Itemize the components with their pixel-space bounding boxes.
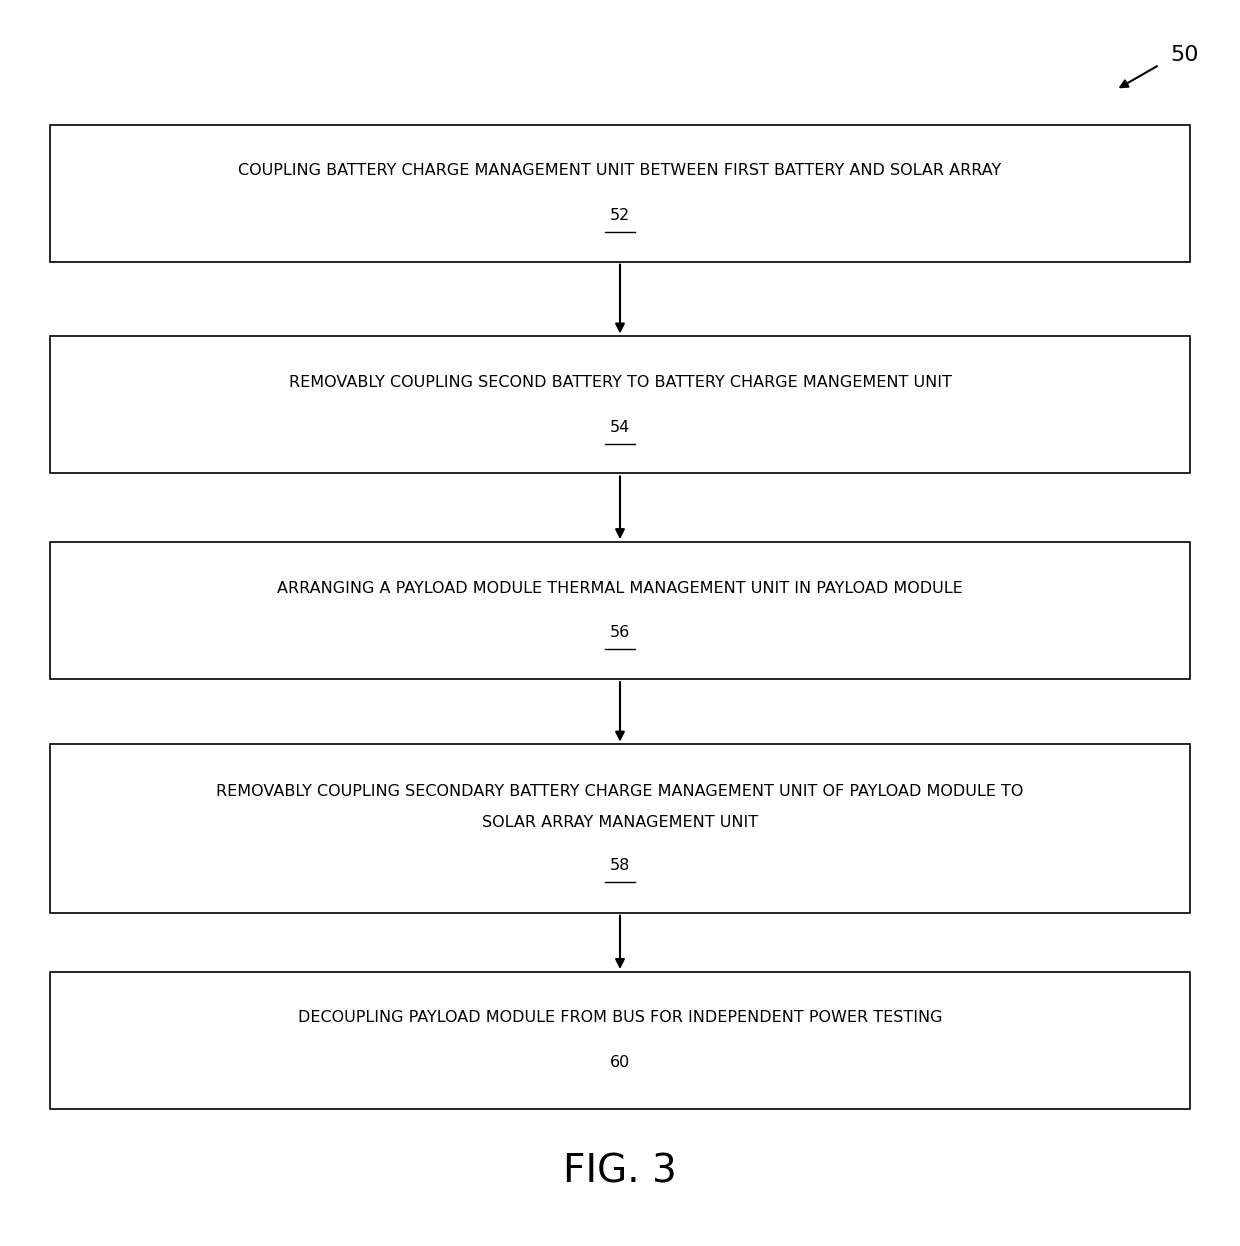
Text: COUPLING BATTERY CHARGE MANAGEMENT UNIT BETWEEN FIRST BATTERY AND SOLAR ARRAY: COUPLING BATTERY CHARGE MANAGEMENT UNIT … <box>238 163 1002 178</box>
FancyBboxPatch shape <box>50 542 1190 679</box>
FancyBboxPatch shape <box>50 744 1190 912</box>
Text: FIG. 3: FIG. 3 <box>563 1153 677 1190</box>
Text: 60: 60 <box>610 1055 630 1070</box>
Text: 54: 54 <box>610 420 630 435</box>
Text: 58: 58 <box>610 858 630 873</box>
Text: DECOUPLING PAYLOAD MODULE FROM BUS FOR INDEPENDENT POWER TESTING: DECOUPLING PAYLOAD MODULE FROM BUS FOR I… <box>298 1011 942 1025</box>
Text: REMOVABLY COUPLING SECONDARY BATTERY CHARGE MANAGEMENT UNIT OF PAYLOAD MODULE TO: REMOVABLY COUPLING SECONDARY BATTERY CHA… <box>216 784 1024 799</box>
Text: 52: 52 <box>610 208 630 223</box>
FancyBboxPatch shape <box>50 125 1190 262</box>
FancyBboxPatch shape <box>50 336 1190 473</box>
Text: SOLAR ARRAY MANAGEMENT UNIT: SOLAR ARRAY MANAGEMENT UNIT <box>482 815 758 830</box>
Text: ARRANGING A PAYLOAD MODULE THERMAL MANAGEMENT UNIT IN PAYLOAD MODULE: ARRANGING A PAYLOAD MODULE THERMAL MANAG… <box>277 581 963 596</box>
FancyBboxPatch shape <box>50 972 1190 1109</box>
Text: 50: 50 <box>1171 45 1198 65</box>
Text: 56: 56 <box>610 625 630 640</box>
Text: REMOVABLY COUPLING SECOND BATTERY TO BATTERY CHARGE MANGEMENT UNIT: REMOVABLY COUPLING SECOND BATTERY TO BAT… <box>289 375 951 390</box>
